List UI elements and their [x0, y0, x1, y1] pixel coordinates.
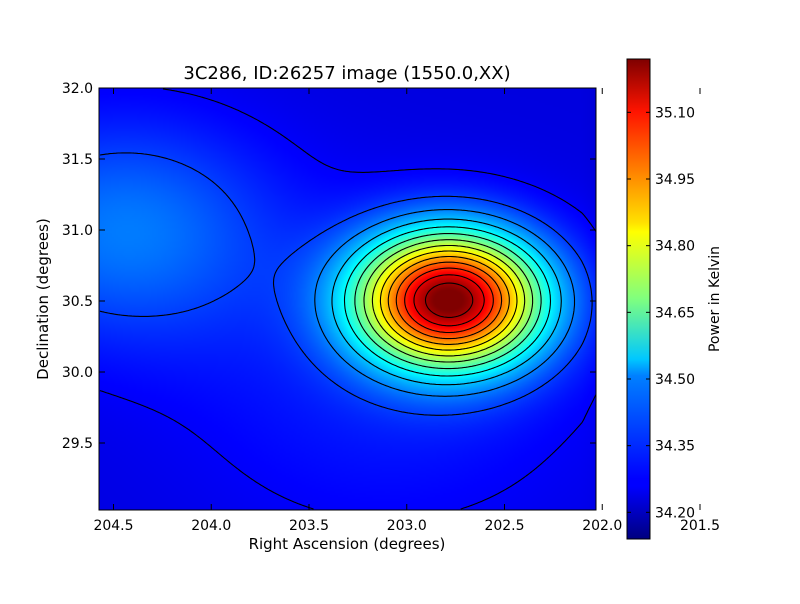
- colorbar-tick-label: 34.20: [655, 505, 695, 521]
- plot-frame: [98, 87, 597, 511]
- colorbar-tick-label: 34.95: [655, 172, 695, 188]
- contour-line: [387, 255, 510, 345]
- x-tick-label: 201.5: [680, 518, 720, 534]
- x-tick-label: 202.0: [582, 518, 622, 534]
- x-tick-label: 204.5: [93, 518, 133, 534]
- contour-line: [395, 261, 503, 340]
- contour-line: [413, 274, 485, 327]
- x-tick-label: 202.5: [484, 518, 524, 534]
- y-axis-label: Declination (degrees): [34, 218, 52, 380]
- contour-line: [424, 282, 474, 318]
- heatmap-image: [99, 88, 596, 510]
- y-tick-label: 31.5: [62, 152, 93, 168]
- y-tick-label: 30.5: [62, 294, 93, 310]
- colorbar: [626, 58, 651, 540]
- x-axis-label: Right Ascension (degrees): [249, 535, 446, 553]
- colorbar-tick-label: 34.35: [655, 439, 695, 455]
- x-axis-ticks: 204.5 204.0 203.5 203.0 202.5 202.0 201.5: [93, 88, 720, 534]
- y-tick-label: 29.5: [62, 436, 93, 452]
- colorbar-tick-label: 34.80: [655, 239, 695, 255]
- colorbar-tick-label: 35.10: [655, 105, 695, 121]
- contour-line: [371, 244, 526, 357]
- colorbar-tick-label: 34.50: [655, 372, 695, 388]
- contour-line: [99, 152, 593, 416]
- colorbar-tick-label: 34.65: [655, 305, 695, 321]
- contour-line: [331, 218, 562, 386]
- colorbar-label: Power in Kelvin: [707, 246, 723, 352]
- contour-line: [343, 226, 552, 377]
- chart-title: 3C286, ID:26257 image (1550.0,XX): [183, 63, 510, 84]
- contour-line: [354, 233, 542, 370]
- contour-lines: [99, 88, 596, 510]
- x-tick-label: 203.0: [387, 518, 427, 534]
- beam-circle: [639, 82, 780, 223]
- contour-line: [379, 250, 518, 351]
- y-tick-label: 32.0: [62, 81, 93, 97]
- y-tick-label: 30.0: [62, 365, 93, 381]
- contour-line: [314, 209, 576, 397]
- y-tick-label: 31.0: [62, 223, 93, 239]
- contour-line: [99, 88, 596, 510]
- y-axis-ticks: 29.5 30.0 30.5 31.0 31.5 32.0: [62, 81, 596, 452]
- x-tick-label: 204.0: [191, 518, 231, 534]
- contour-line: [363, 239, 534, 363]
- colorbar-ticks: 34.20 34.35 34.50 34.65 34.80 34.95 35.10: [627, 105, 695, 521]
- x-tick-label: 203.5: [289, 518, 329, 534]
- contour-line: [404, 267, 494, 334]
